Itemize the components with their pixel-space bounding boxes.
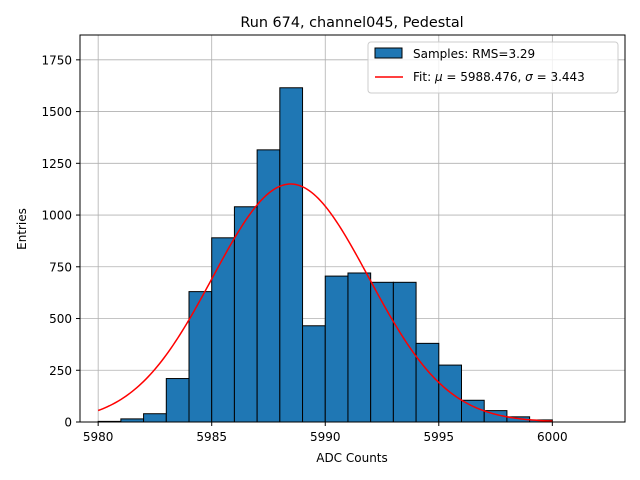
histogram-bars xyxy=(97,87,553,423)
legend-label-fit: Fit: μ = 5988.476, σ = 3.443 xyxy=(413,70,585,84)
histogram-bar xyxy=(438,364,462,423)
histogram-bar xyxy=(461,399,485,423)
histogram-bar xyxy=(165,378,190,423)
y-tick-label: 250 xyxy=(49,364,72,378)
y-tick-label: 1000 xyxy=(41,209,72,223)
histogram-bar xyxy=(347,272,372,423)
histogram-bar xyxy=(256,149,281,423)
legend-mu-symbol: μ xyxy=(434,70,443,84)
legend-swatch-histogram xyxy=(374,47,403,59)
x-tick-label: 5985 xyxy=(196,430,227,444)
legend-fit-prefix: Fit: xyxy=(413,70,435,84)
histogram-bar xyxy=(233,206,258,423)
histogram-bar xyxy=(279,87,304,423)
x-tick-label: 5980 xyxy=(83,430,114,444)
y-tick-label: 500 xyxy=(49,312,72,326)
histogram-bar xyxy=(415,342,440,423)
plot-frame xyxy=(79,34,626,423)
x-tick-label: 6000 xyxy=(537,430,568,444)
x-tick-label: 5990 xyxy=(310,430,341,444)
chart-title: Run 674, channel045, Pedestal xyxy=(240,15,463,31)
y-tick-label: 0 xyxy=(64,416,72,430)
x-axis-ticks: 5980 5985 5990 5995 6000 xyxy=(83,422,568,444)
legend-mu-value: = 5988.476, xyxy=(443,70,526,84)
y-tick-label: 1250 xyxy=(41,157,72,171)
y-tick-label: 750 xyxy=(49,260,72,274)
legend-sigma-value: = 3.443 xyxy=(533,70,585,84)
histogram-bar xyxy=(302,325,326,423)
fit-curve xyxy=(97,183,553,422)
y-tick-label: 1750 xyxy=(41,53,72,67)
histogram-bar xyxy=(324,275,349,423)
y-tick-label: 1500 xyxy=(41,105,72,119)
legend-sigma-symbol: σ xyxy=(525,70,533,84)
x-tick-label: 5995 xyxy=(424,430,455,444)
y-axis-ticks: 0 250 500 750 1000 1250 1500 1750 xyxy=(41,53,80,430)
legend: Samples: RMS=3.29 Fit: μ = 5988.476, σ =… xyxy=(367,41,619,94)
legend-label-histogram: Samples: RMS=3.29 xyxy=(413,47,535,61)
legend-box xyxy=(367,41,619,94)
x-axis-label: ADC Counts xyxy=(316,451,388,465)
histogram-bar xyxy=(188,291,213,423)
histogram-bar xyxy=(211,237,235,423)
histogram-bar xyxy=(143,413,167,423)
y-axis-label: Entries xyxy=(15,208,29,250)
